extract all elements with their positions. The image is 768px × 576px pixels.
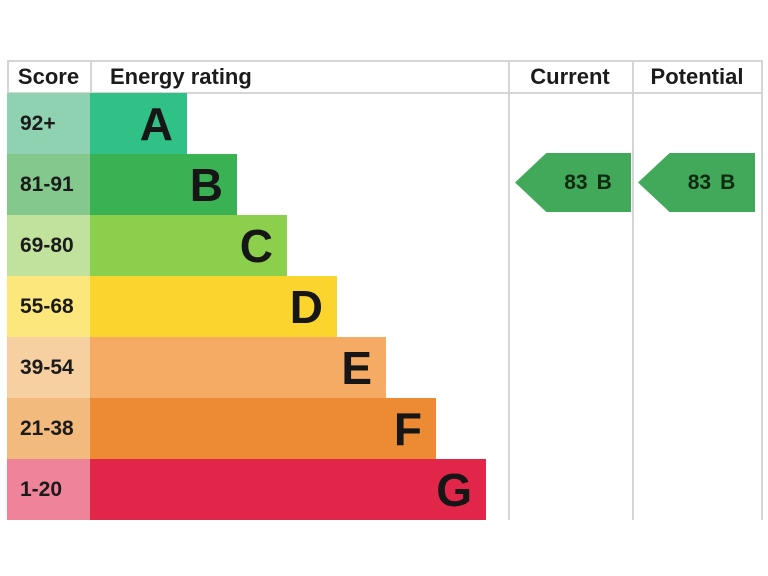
band-score-cell: 81-91 xyxy=(7,154,90,215)
potential-rating-band: B xyxy=(720,170,736,194)
current-column-header: Current xyxy=(530,63,610,89)
band-bar: B xyxy=(90,154,237,215)
band-score-cell: 39-54 xyxy=(7,337,90,398)
epc-table: Score Energy rating Current Potential 92… xyxy=(7,60,763,520)
band-letter: B xyxy=(189,158,223,211)
band-score-cell: 21-38 xyxy=(7,398,90,459)
band-score-cell: 69-80 xyxy=(7,215,90,276)
band-rows: 92+ A 81-91 B 69-80 C 55-68 D xyxy=(7,93,763,520)
table-left-border xyxy=(7,60,9,93)
band-bar: A xyxy=(90,93,187,154)
score-column-separator xyxy=(90,60,92,93)
band-bar: E xyxy=(90,337,386,398)
table-header: Score Energy rating Current Potential xyxy=(7,60,763,93)
band-bar: D xyxy=(90,276,337,337)
band-score-cell: 1-20 xyxy=(7,459,90,520)
table-right-border xyxy=(761,60,763,520)
table-top-border xyxy=(7,60,763,62)
potential-column-separator xyxy=(632,60,634,520)
band-row-c: 69-80 C xyxy=(7,215,763,276)
band-row-f: 21-38 F xyxy=(7,398,763,459)
band-letter: D xyxy=(289,280,323,333)
band-row-d: 55-68 D xyxy=(7,276,763,337)
header-bottom-border xyxy=(7,92,763,94)
potential-column-header: Potential xyxy=(650,63,744,89)
energy-rating-column-header: Energy rating xyxy=(110,63,252,89)
band-letter: A xyxy=(139,97,173,150)
band-row-a: 92+ A xyxy=(7,93,763,154)
current-column-separator xyxy=(508,60,510,520)
current-rating-band: B xyxy=(596,170,612,194)
band-letter: G xyxy=(436,463,472,516)
band-bar: C xyxy=(90,215,287,276)
band-row-b: 81-91 B xyxy=(7,154,763,215)
band-bar: F xyxy=(90,398,436,459)
band-row-e: 39-54 E xyxy=(7,337,763,398)
current-rating-score: 83 xyxy=(564,170,588,194)
band-letter: F xyxy=(393,402,422,455)
band-row-g: 1-20 G xyxy=(7,459,763,520)
band-bar: G xyxy=(90,459,486,520)
potential-rating-score: 83 xyxy=(687,170,712,194)
score-column-header: Score xyxy=(17,63,80,89)
band-letter: C xyxy=(239,219,273,272)
band-score-cell: 55-68 xyxy=(7,276,90,337)
band-score-cell: 92+ xyxy=(7,93,90,154)
band-letter: E xyxy=(341,341,372,394)
